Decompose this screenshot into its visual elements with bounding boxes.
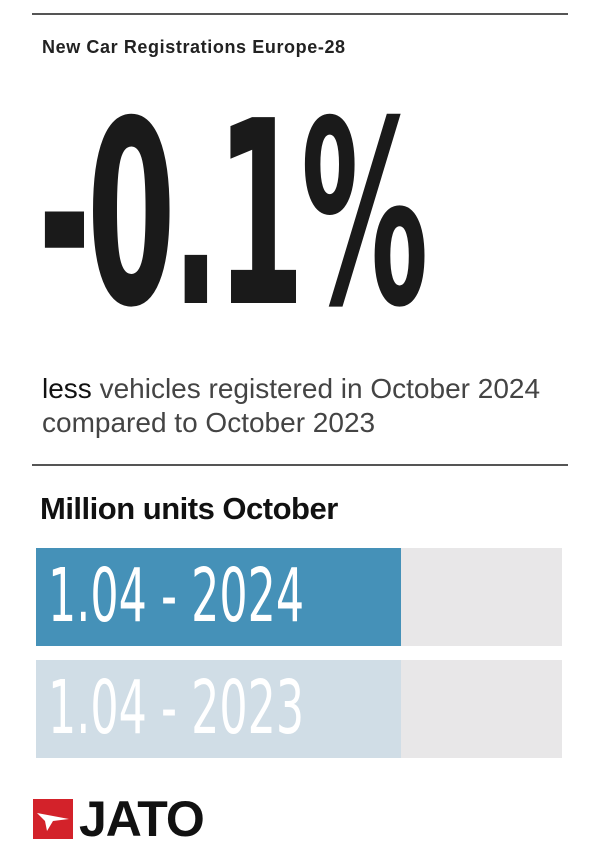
bar-2024 — [36, 548, 401, 646]
middle-divider — [32, 464, 568, 466]
bar-label-2024: 1.04 - 2024 — [48, 553, 305, 639]
bar-2023 — [36, 660, 401, 758]
description-lead: less — [42, 373, 92, 404]
description-rest: vehicles registered in October 2024 comp… — [42, 373, 541, 438]
headline-percentage: -0.1% — [38, 67, 429, 364]
bar-track-2024: 1.04 - 2024 — [36, 548, 562, 646]
logo-text: JATO — [79, 791, 205, 847]
headline-container: -0.1% — [38, 66, 578, 366]
chart-title: Million units October — [40, 491, 338, 526]
description: less vehicles registered in October 2024… — [42, 372, 562, 440]
bar-track-2023: 1.04 - 2023 — [36, 660, 562, 758]
top-divider — [32, 13, 568, 15]
page-title: New Car Registrations Europe-28 — [42, 37, 346, 57]
bar-label-2023: 1.04 - 2023 — [48, 665, 305, 751]
jato-logo: JATO — [33, 790, 205, 848]
logo-arrow-icon — [33, 799, 73, 839]
